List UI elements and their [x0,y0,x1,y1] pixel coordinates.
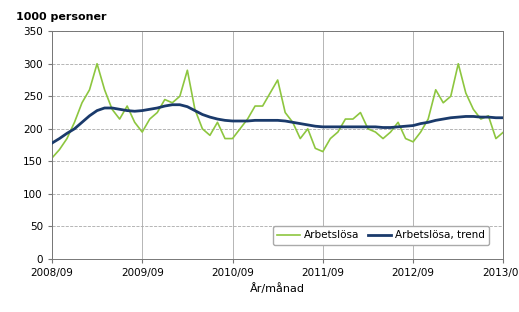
Arbetslösa [49,156,55,160]
Arbetslösa, trend [169,103,175,107]
Arbetslösa, trend [500,116,507,119]
Arbetslösa [146,117,153,121]
Line: Arbetslösa, trend: Arbetslösa, trend [52,105,503,143]
Legend: Arbetslösa, Arbetslösa, trend: Arbetslösa, Arbetslösa, trend [273,226,489,245]
Arbetslösa, trend [139,109,145,112]
Arbetslösa, trend [154,106,160,110]
Arbetslösa, trend [49,141,55,145]
Arbetslösa [447,95,454,98]
Arbetslösa, trend [447,116,454,119]
Arbetslösa, trend [327,125,333,129]
Arbetslösa, trend [297,122,303,125]
Line: Arbetslösa: Arbetslösa [52,64,503,158]
Arbetslösa [327,137,333,140]
Arbetslösa [500,130,507,134]
Arbetslösa [297,137,303,140]
Arbetslösa [162,98,168,101]
Text: 1000 personer: 1000 personer [16,12,106,22]
X-axis label: År/månad: År/månad [250,284,305,295]
Arbetslösa [214,120,221,124]
Arbetslösa [94,62,100,66]
Arbetslösa, trend [214,117,221,121]
